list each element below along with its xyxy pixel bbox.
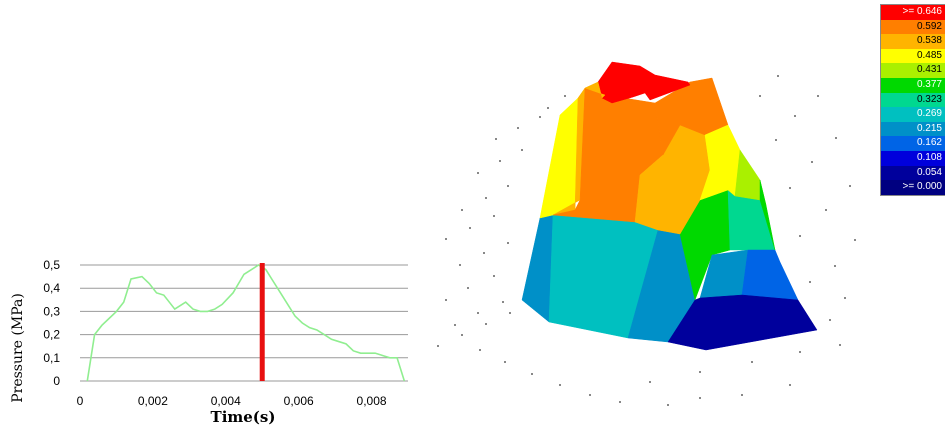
legend-item: >= 0.646 [881, 5, 945, 20]
y-tick-label: 0,1 [43, 351, 60, 365]
legend-item: 0.592 [881, 19, 945, 35]
legend-item: 0.108 [881, 150, 945, 166]
legend-item: 0.162 [881, 136, 945, 151]
legend-item: 0.485 [881, 48, 945, 64]
x-tick-label: 0,004 [211, 394, 241, 408]
legend-item: 0.054 [881, 165, 945, 181]
legend-item: 0.431 [881, 63, 945, 78]
patch-red-peak [597, 61, 691, 104]
time-marker [259, 263, 265, 381]
y-tick-labels: 0 0,1 0,2 0,3 0,4 0,5 [43, 258, 60, 388]
y-grid [80, 264, 408, 382]
y-tick-label: 0,5 [43, 258, 60, 272]
patch-bright-blue [741, 249, 799, 301]
legend-item: 0.269 [881, 107, 945, 122]
surface-patches [521, 61, 818, 351]
pressure-time-chart: 0 0,1 0,2 0,3 0,4 0,5 0 0,002 0,004 0,006 0,008 T… [10, 258, 408, 426]
patch-dark-left [521, 214, 554, 323]
x-axis-label: Time(s) [211, 408, 276, 426]
legend-item: 0.538 [881, 34, 945, 49]
x-tick-label: 0,002 [138, 394, 168, 408]
patch-yellow-right [699, 124, 741, 201]
y-tick-label: 0,4 [43, 281, 60, 295]
legend-item: 0.323 [881, 92, 945, 108]
x-tick-label: 0 [77, 394, 84, 408]
y-axis-label: Pressure (MPa) [10, 293, 26, 403]
x-tick-label: 0,008 [357, 394, 387, 408]
patch-green-edge [759, 179, 776, 251]
legend-item: 0.215 [881, 121, 945, 137]
x-tick-label: 0,006 [284, 394, 314, 408]
pressure-series-line [86, 264, 406, 382]
y-tick-label: 0 [53, 374, 60, 388]
y-tick-label: 0,3 [43, 304, 60, 318]
x-tick-labels: 0 0,002 0,004 0,006 0,008 [77, 394, 387, 408]
y-tick-label: 0,2 [43, 328, 60, 342]
patch-yellow-left [539, 97, 579, 219]
legend-item: 0.377 [881, 77, 945, 93]
patch-navy [667, 294, 818, 351]
patch-amber-top [584, 81, 606, 99]
color-legend: >= 0.646 0.592 0.538 0.485 0.431 0.377 0.323 0.… [880, 4, 945, 196]
legend-item: >= 0.000 [881, 180, 945, 195]
pressure-surface-plot [437, 61, 856, 406]
